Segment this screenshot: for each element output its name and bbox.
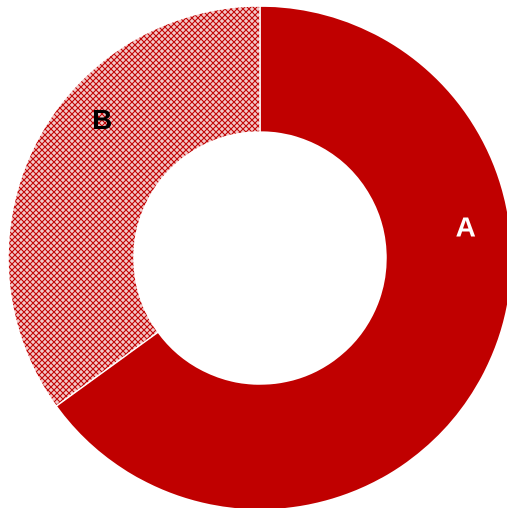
slice-label-b: B	[92, 104, 112, 135]
donut-labels: AB	[92, 104, 476, 243]
donut-slices	[7, 5, 507, 508]
donut-slice-b	[7, 5, 261, 408]
slice-label-a: A	[456, 212, 476, 243]
donut-slice-a	[55, 5, 507, 508]
